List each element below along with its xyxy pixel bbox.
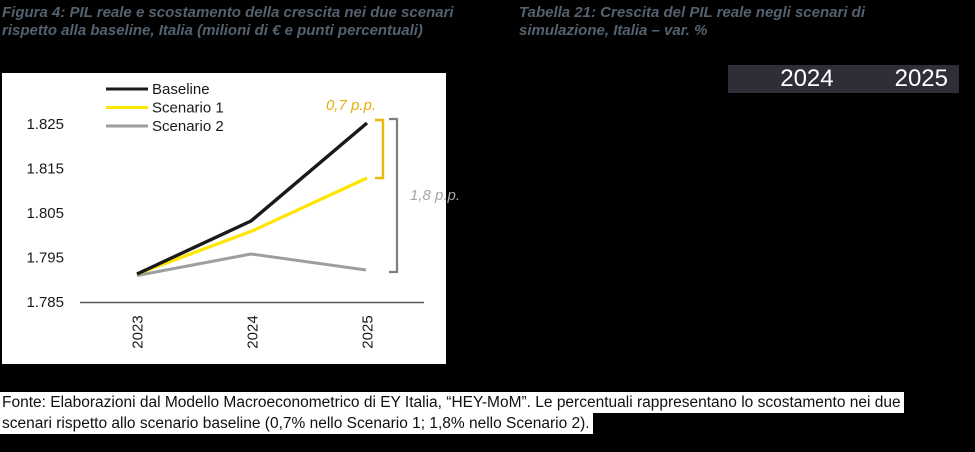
table-caption-line1: Tabella 21: Crescita del PIL reale negli… [519,4,865,21]
x-tick-2025: 2025 [360,315,377,348]
chart-panel [2,73,446,364]
series-scenario1-line [136,176,368,276]
x-tick-2023: 2023 [130,315,147,348]
series-scenario2-line [136,252,367,277]
table-header-row: 2024 2025 [728,65,959,93]
table-caption: Tabella 21: Crescita del PIL reale negli… [519,4,969,40]
figure-caption: Figura 4: PIL reale e scostamento della … [2,4,517,40]
source-note: Fonte: Elaborazioni dal Modello Macroeco… [0,392,904,434]
table-header-2024: 2024 [780,65,834,92]
table-header-2025: 2025 [894,65,948,92]
chart-legend: Baseline Scenario 1 Scenario 2 [106,81,224,135]
table-caption-line2: simulazione, Italia – var. % [519,22,708,39]
source-note-line1: Fonte: Elaborazioni dal Modello Macroeco… [0,392,904,413]
y-tick-1825: 1.825 [26,116,64,133]
x-axis-labels: 2023 2024 2025 [130,315,377,348]
source-note-line2: scenari rispetto allo scenario baseline … [0,413,593,434]
x-tick-2024: 2024 [245,315,262,348]
scenario1-gap-bracket [375,118,385,180]
legend-scenario2-label: Scenario 2 [152,118,224,135]
y-tick-1795: 1.795 [26,250,64,267]
series-baseline-line [136,121,369,276]
figure-caption-line1: Figura 4: PIL reale e scostamento della … [2,4,454,21]
y-tick-1815: 1.815 [26,161,64,178]
y-axis-labels: 1.825 1.815 1.805 1.795 1.785 [26,116,64,311]
legend-baseline-label: Baseline [152,81,210,98]
scenario2-gap-label: 1,8 p.p. [410,187,460,204]
line-chart: Baseline Scenario 1 Scenario 2 1.825 1.8… [26,81,460,349]
scenario1-gap-label: 0,7 p.p. [326,97,376,114]
scenario2-gap-bracket [389,117,399,274]
y-tick-1785: 1.785 [26,294,64,311]
y-tick-1805: 1.805 [26,205,64,222]
legend-scenario1-label: Scenario 1 [152,100,224,117]
figure-caption-line2: rispetto alla baseline, Italia (milioni … [2,22,423,39]
